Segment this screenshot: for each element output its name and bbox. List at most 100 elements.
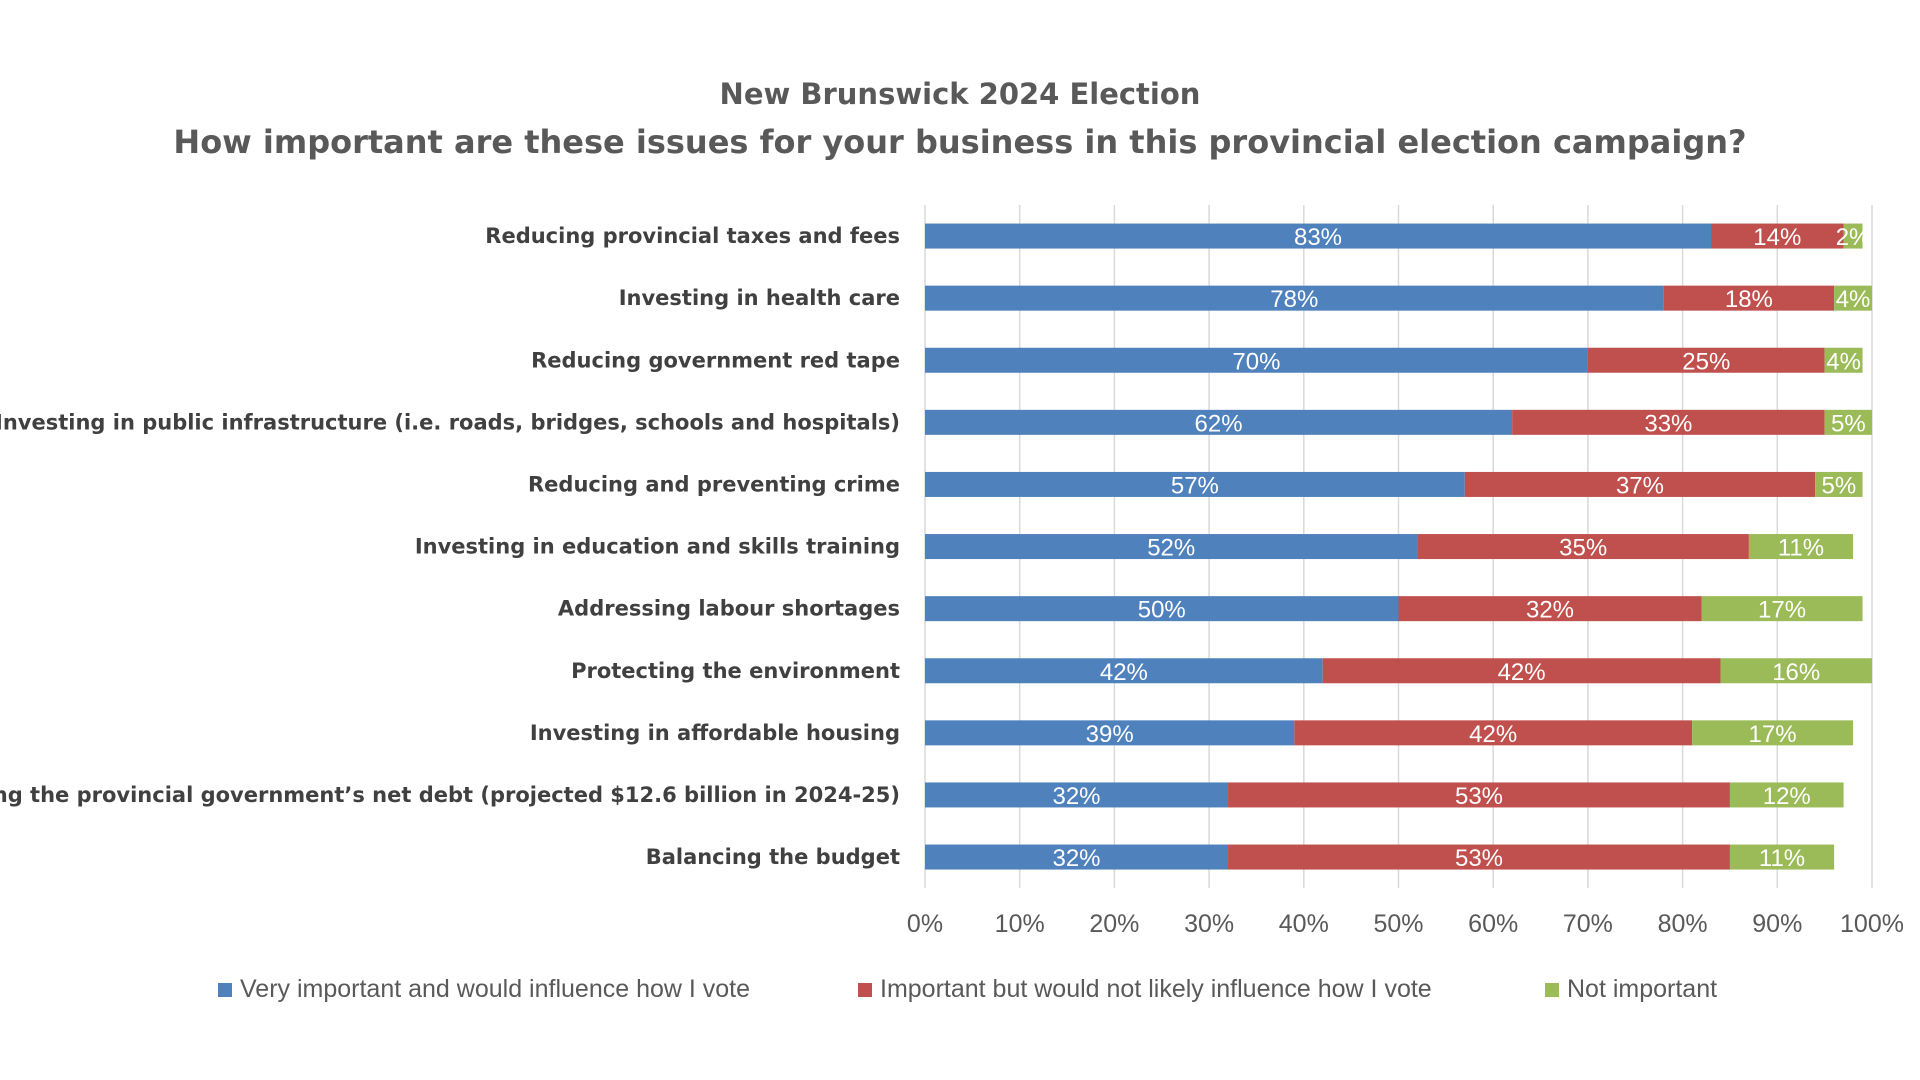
bar-segment	[1720, 658, 1872, 684]
category-label: Reducing provincial taxes and fees	[485, 224, 900, 248]
category-label: Investing in education and skills traini…	[415, 535, 900, 559]
data-label: 53%	[1455, 845, 1503, 872]
x-tick-label: 20%	[1089, 910, 1139, 938]
data-label: 33%	[1644, 410, 1692, 437]
chart-subtitle: How important are these issues for your …	[173, 123, 1747, 161]
data-label: 4%	[1836, 286, 1871, 313]
data-label: 25%	[1682, 348, 1730, 375]
bar-segment	[1512, 409, 1825, 435]
bar-segment	[925, 596, 1399, 622]
data-label: 62%	[1195, 410, 1243, 437]
data-label: 42%	[1100, 659, 1148, 686]
bar-segment	[1748, 534, 1854, 560]
legend-swatch	[218, 982, 232, 997]
x-tick-label: 100%	[1840, 910, 1904, 938]
bar-segment	[925, 534, 1418, 560]
x-tick-label: 40%	[1279, 910, 1329, 938]
bar-segment	[1294, 720, 1693, 746]
x-tick-label: 0%	[907, 910, 943, 938]
data-label: 17%	[1758, 597, 1806, 624]
bar-segment	[1228, 782, 1730, 808]
data-label: 4%	[1826, 348, 1861, 375]
bar-segment	[1824, 409, 1872, 435]
category-label: Investing in health care	[619, 286, 900, 310]
bar-segment	[1701, 596, 1863, 622]
data-label: 42%	[1469, 721, 1517, 748]
legend: Very important and would influence how I…	[0, 975, 1920, 1011]
data-label: 14%	[1753, 224, 1801, 251]
bar-segment	[925, 347, 1588, 373]
bar-segment	[1834, 285, 1872, 311]
category-label: Reducing the provincial government’s net…	[0, 783, 900, 807]
legend-item: Important but would not likely influence…	[858, 975, 1432, 1004]
data-label: 17%	[1749, 721, 1797, 748]
x-tick-label: 10%	[995, 910, 1045, 938]
x-tick-label: 80%	[1658, 910, 1708, 938]
bar-segment	[925, 471, 1465, 497]
bar-segment	[1663, 285, 1835, 311]
data-label: 32%	[1052, 783, 1100, 810]
bar-segment	[1815, 471, 1863, 497]
data-label: 57%	[1171, 472, 1219, 499]
data-label: 37%	[1616, 472, 1664, 499]
bar-segment	[925, 844, 1229, 870]
bar-segment	[1843, 223, 1863, 249]
data-label: 42%	[1498, 659, 1546, 686]
data-label: 78%	[1270, 286, 1318, 313]
data-label: 52%	[1147, 535, 1195, 562]
data-label: 35%	[1559, 535, 1607, 562]
data-label: 5%	[1822, 472, 1857, 499]
category-label: Addressing labour shortages	[558, 597, 900, 621]
data-label: 2%	[1836, 224, 1871, 251]
bar-segment	[1322, 658, 1721, 684]
bar-segment	[1711, 223, 1844, 249]
bar-segment	[1729, 782, 1844, 808]
bar-segment	[925, 782, 1229, 808]
legend-label: Very important and would influence how I…	[240, 975, 751, 1003]
chart-title: New Brunswick 2024 Election	[719, 77, 1201, 111]
legend-swatch	[858, 982, 872, 997]
legend-item: Not important	[1545, 975, 1717, 1004]
bar-segment	[1398, 596, 1702, 622]
legend-label: Important but would not likely influence…	[880, 975, 1432, 1003]
category-label: Investing in public infrastructure (i.e.…	[0, 410, 900, 434]
bar-segment	[1417, 534, 1749, 560]
category-label: Balancing the budget	[646, 845, 900, 869]
category-label: Protecting the environment	[571, 659, 900, 683]
x-tick-label: 30%	[1184, 910, 1234, 938]
bar-segment	[925, 409, 1513, 435]
category-label: Reducing and preventing crime	[528, 472, 900, 496]
bar-segment	[1228, 844, 1730, 870]
bar-segment	[1824, 347, 1863, 373]
data-label: 39%	[1086, 721, 1134, 748]
data-label: 32%	[1526, 597, 1574, 624]
data-label: 53%	[1455, 783, 1503, 810]
legend-label: Not important	[1567, 975, 1718, 1003]
data-label: 83%	[1294, 224, 1342, 251]
data-label: 50%	[1138, 597, 1186, 624]
legend-item: Very important and would influence how I…	[218, 975, 750, 1004]
data-label: 70%	[1232, 348, 1280, 375]
bar-segment	[1587, 347, 1825, 373]
legend-swatch	[1545, 982, 1559, 997]
x-tick-label: 50%	[1373, 910, 1423, 938]
bar-segment	[1464, 471, 1816, 497]
bar-segment	[1692, 720, 1854, 746]
bar-segment	[925, 658, 1323, 684]
data-label: 5%	[1831, 410, 1866, 437]
data-label: 32%	[1052, 845, 1100, 872]
category-label: Reducing government red tape	[531, 348, 900, 372]
bar-segment	[925, 285, 1664, 311]
bar-segment	[1729, 844, 1835, 870]
x-tick-label: 90%	[1752, 910, 1802, 938]
category-label: Investing in affordable housing	[530, 721, 900, 745]
bar-segment	[925, 223, 1712, 249]
data-label: 12%	[1763, 783, 1811, 810]
data-label: 11%	[1778, 535, 1824, 562]
data-label: 18%	[1725, 286, 1773, 313]
bar-segment	[925, 720, 1295, 746]
x-tick-label: 70%	[1563, 910, 1613, 938]
data-label: 11%	[1759, 845, 1805, 872]
